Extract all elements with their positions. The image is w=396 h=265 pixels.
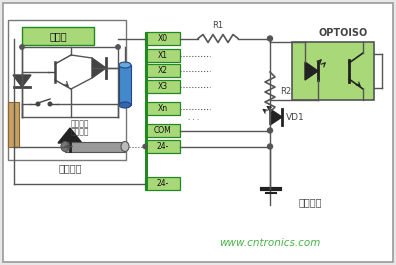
Bar (145, 177, 180, 190)
Circle shape (116, 45, 120, 49)
Bar (145, 140, 180, 153)
Circle shape (143, 144, 147, 148)
Text: X0: X0 (158, 34, 168, 43)
Text: X2: X2 (158, 66, 168, 75)
Text: OPTOISO: OPTOISO (318, 28, 367, 38)
Ellipse shape (119, 62, 131, 68)
Bar (22, 27, 94, 45)
Polygon shape (92, 58, 106, 78)
Ellipse shape (61, 142, 69, 152)
Text: Xn: Xn (158, 104, 168, 113)
Circle shape (268, 144, 272, 149)
Circle shape (268, 36, 272, 41)
Polygon shape (305, 62, 318, 80)
Ellipse shape (119, 102, 131, 108)
Polygon shape (58, 128, 82, 143)
Bar (292, 42, 374, 100)
Bar (119, 65, 131, 105)
Text: VD1: VD1 (286, 113, 305, 121)
Text: COM: COM (154, 126, 171, 135)
Text: 24-: 24- (156, 142, 169, 151)
Bar (8, 20, 126, 160)
Text: 外置电源: 外置电源 (58, 163, 82, 173)
Bar (8, 102, 19, 147)
Text: · · ·: · · · (188, 117, 199, 123)
Bar (145, 64, 180, 77)
Polygon shape (13, 75, 31, 87)
Ellipse shape (121, 142, 129, 152)
Polygon shape (270, 109, 282, 125)
Text: R1: R1 (212, 20, 224, 29)
Bar (145, 124, 180, 137)
Circle shape (48, 102, 52, 106)
Text: 主电路: 主电路 (49, 31, 67, 41)
Bar (145, 80, 180, 93)
Circle shape (20, 45, 24, 49)
Circle shape (268, 128, 272, 133)
Circle shape (36, 102, 40, 106)
Text: 接近开关: 接近开关 (71, 127, 89, 136)
Text: www.cntronics.com: www.cntronics.com (219, 238, 321, 248)
Text: 内置电源: 内置电源 (298, 197, 322, 207)
Bar (145, 32, 180, 45)
Bar (145, 49, 180, 62)
Text: X3: X3 (158, 82, 168, 91)
Text: R2: R2 (280, 87, 291, 96)
Bar (145, 33, 148, 190)
Bar (145, 102, 180, 115)
Bar (65, 142, 125, 152)
Text: 直流两线: 直流两线 (71, 120, 89, 129)
Text: 24-: 24- (156, 179, 169, 188)
Text: X1: X1 (158, 51, 168, 60)
